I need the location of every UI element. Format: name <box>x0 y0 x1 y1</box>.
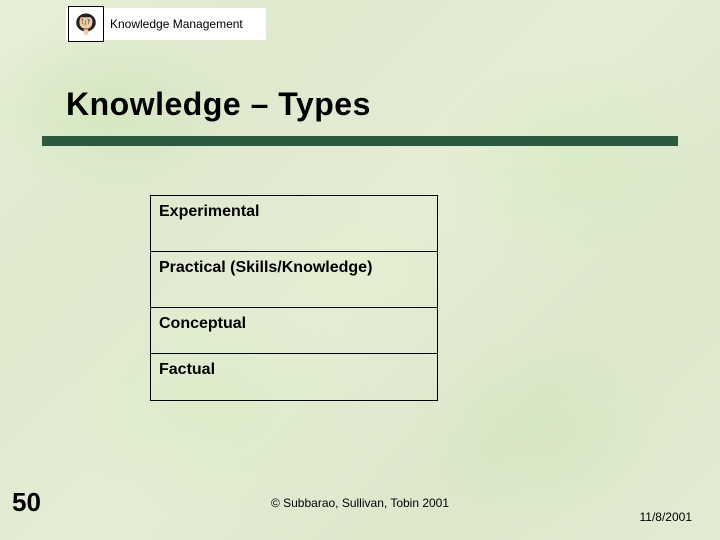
brain-icon <box>68 6 104 42</box>
copyright: © Subbarao, Sullivan, Tobin 2001 <box>0 496 720 510</box>
row-label: Experimental <box>159 203 259 220</box>
row-label: Conceptual <box>159 315 246 332</box>
table-row: Conceptual <box>151 308 437 354</box>
table-row: Practical (Skills/Knowledge) <box>151 252 437 308</box>
types-table: Experimental Practical (Skills/Knowledge… <box>150 195 438 401</box>
header-label: Knowledge Management <box>110 17 243 31</box>
title-underline <box>42 136 678 146</box>
table-row: Factual <box>151 354 437 400</box>
slide-date: 11/8/2001 <box>640 510 693 524</box>
slide-title: Knowledge – Types <box>66 86 371 123</box>
row-label: Practical (Skills/Knowledge) <box>159 259 372 276</box>
row-label: Factual <box>159 361 215 378</box>
table-row: Experimental <box>151 196 437 252</box>
